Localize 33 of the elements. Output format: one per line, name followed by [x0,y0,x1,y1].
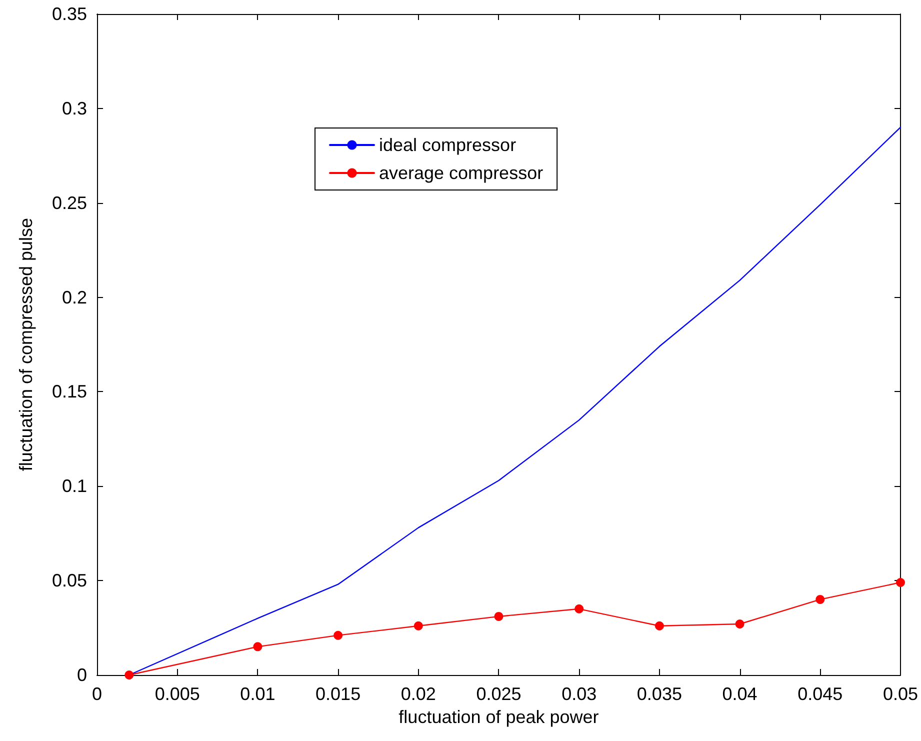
y-tick-label: 0.05 [52,570,87,591]
point [334,630,343,640]
x-tick-label: 0.025 [476,684,522,704]
point [735,620,744,629]
x-axis-title: fluctuation of peak power [398,706,599,727]
y-axis-title: fluctuation of compressed pulse [16,218,36,472]
point [654,621,664,630]
point [896,578,905,587]
y-tick-label: 0.1 [62,476,87,496]
x-tick-label: 0 [92,684,102,704]
x-tick-label: 0.02 [400,684,436,704]
point [253,642,262,652]
x-tick-label: 0.05 [882,684,918,704]
y-tick-label: 0.25 [52,192,87,213]
point [124,670,134,680]
legend-label: average compressor [379,163,544,183]
x-tick-label: 0.035 [636,684,682,704]
x-tick-label: 0.005 [154,684,200,704]
point [414,621,423,630]
point [816,594,825,604]
y-tick-label: 0.2 [62,287,87,308]
y-tick-label: 0.3 [62,98,87,118]
y-tick-label: 0.15 [52,382,87,402]
legend-label: ideal compressor [379,135,516,155]
x-tick-label: 0.04 [722,684,758,704]
x-tick-label: 0.045 [798,684,843,704]
x-tick-label: 0.015 [316,684,361,704]
x-tick-label: 0.01 [240,684,276,704]
y-tick-label: 0 [76,665,87,685]
point [574,604,584,614]
point [494,612,504,621]
y-tick-label: 0.35 [52,4,87,24]
x-tick-label: 0.03 [562,684,597,704]
